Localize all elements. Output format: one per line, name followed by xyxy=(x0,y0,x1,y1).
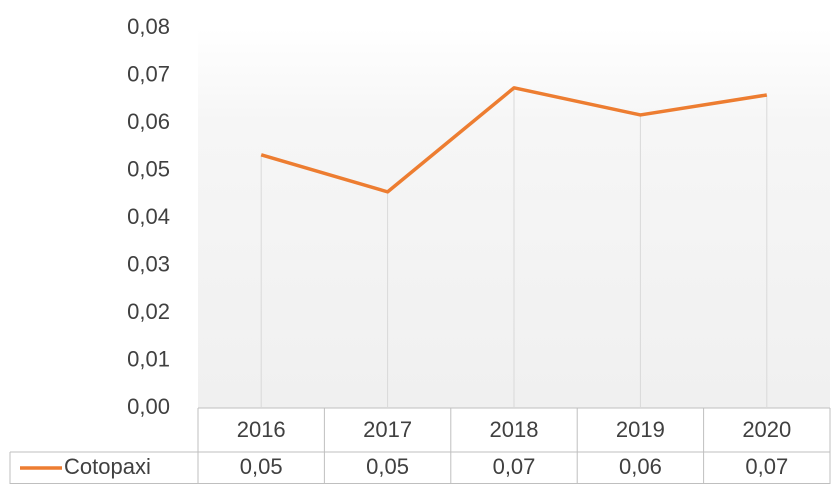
table-value: 0,07 xyxy=(745,454,788,479)
y-tick-label: 0,03 xyxy=(127,251,170,276)
y-tick-label: 0,08 xyxy=(127,14,170,39)
y-tick-label: 0,04 xyxy=(127,204,170,229)
table-value: 0,06 xyxy=(619,454,662,479)
y-tick-label: 0,07 xyxy=(127,61,170,86)
x-tick-label: 2016 xyxy=(237,417,286,442)
y-tick-label: 0,06 xyxy=(127,109,170,134)
y-tick-label: 0,01 xyxy=(127,346,170,371)
y-tick-label: 0,00 xyxy=(127,394,170,419)
y-tick-label: 0,05 xyxy=(127,156,170,181)
y-tick-label: 0,02 xyxy=(127,299,170,324)
table-value: 0,07 xyxy=(493,454,536,479)
x-tick-label: 2019 xyxy=(616,417,665,442)
table-value: 0,05 xyxy=(366,454,409,479)
x-tick-label: 2017 xyxy=(363,417,412,442)
table-value: 0,05 xyxy=(240,454,283,479)
series-line xyxy=(260,86,768,194)
x-tick-label: 2020 xyxy=(742,417,791,442)
x-tick-label: 2018 xyxy=(490,417,539,442)
legend-label: Cotopaxi xyxy=(64,454,151,479)
